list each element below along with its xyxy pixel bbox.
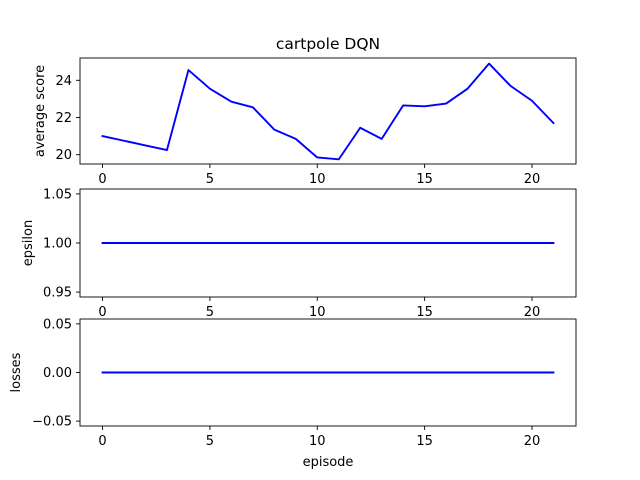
y-tick-label: −0.05 bbox=[32, 415, 72, 430]
x-tick-label: 15 bbox=[416, 172, 433, 187]
x-tick-label: 10 bbox=[309, 305, 326, 320]
axes-frame bbox=[79, 57, 577, 165]
subplot-3: 0 5 10 15 20 −0.05 0.00 0.05 losses episode bbox=[9, 317, 577, 470]
y-axis-label: average score bbox=[33, 65, 48, 157]
x-tick-label: 0 bbox=[98, 305, 106, 320]
subplot-1: 0 5 10 15 20 20 22 24 average score bbox=[33, 57, 577, 187]
x-tick-label: 10 bbox=[309, 434, 326, 449]
y-axis-label: epsilon bbox=[21, 220, 36, 266]
x-tick-label: 5 bbox=[206, 305, 214, 320]
series-line bbox=[101, 62, 555, 161]
y-tick-label: 20 bbox=[55, 148, 72, 163]
x-tick-label: 15 bbox=[416, 305, 433, 320]
subplot-2: 0 5 10 15 20 0.95 1.00 1.05 epsilon bbox=[21, 187, 577, 320]
x-tick-label: 20 bbox=[524, 172, 541, 187]
y-tick-label: 0.00 bbox=[43, 366, 72, 381]
subplots: 0 5 10 15 20 20 22 24 average score 0 5 10 15 20 0.95 1… bbox=[9, 57, 577, 470]
x-tick-label: 20 bbox=[524, 434, 541, 449]
figure-title: cartpole DQN bbox=[276, 35, 380, 53]
y-tick-label: 0.05 bbox=[43, 317, 72, 332]
y-tick-label: 1.05 bbox=[43, 187, 72, 202]
x-tick-label: 15 bbox=[416, 434, 433, 449]
y-axis-label: losses bbox=[9, 352, 24, 392]
x-tick-label: 5 bbox=[206, 434, 214, 449]
x-axis-label: episode bbox=[303, 455, 354, 470]
x-tick-label: 20 bbox=[524, 305, 541, 320]
y-tick-label: 0.95 bbox=[43, 286, 72, 301]
x-tick-label: 0 bbox=[98, 434, 106, 449]
y-tick-label: 1.00 bbox=[43, 237, 72, 252]
x-tick-label: 0 bbox=[98, 172, 106, 187]
y-tick-label: 22 bbox=[55, 111, 72, 126]
x-tick-label: 5 bbox=[206, 172, 214, 187]
x-tick-label: 10 bbox=[309, 172, 326, 187]
y-tick-label: 24 bbox=[55, 74, 72, 89]
